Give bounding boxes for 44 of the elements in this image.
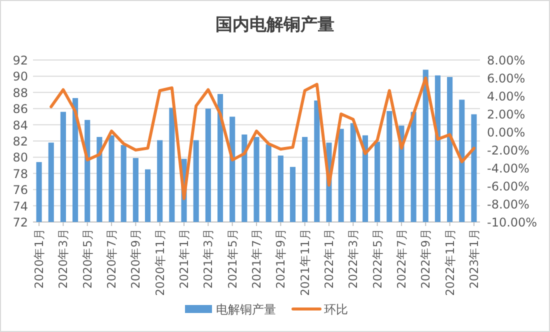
x-tick-label: 2020年9月 [128,228,143,289]
x-tick-label: 2023年1月 [466,228,481,289]
y2-tick-label: -2.00% [487,144,530,158]
x-tick-label: 2022年1月 [322,228,336,289]
y-tick-label: 86 [12,102,28,116]
x-tick-label: 2020年5月 [80,228,94,289]
y2-tick-label: -6.00% [487,180,530,194]
y2-tick-label: 6.00% [487,72,526,86]
y-tick-label: 78 [12,166,28,181]
y-tick-label: 84 [12,118,28,132]
x-tick-label: 2021年3月 [201,228,216,289]
chart-title: 国内电解铜产量 [216,15,334,35]
y-tick-label: 72 [12,216,28,230]
x-tick-label: 2021年7月 [250,228,264,289]
x-tick-label: 2021年9月 [274,228,288,289]
x-tick-label: 2022年3月 [346,228,360,289]
y-tick-label: 82 [12,134,28,148]
y-tick-label: 74 [12,199,28,214]
x-tick-label: 2022年5月 [370,228,384,289]
y2-tick-label: 8.00% [487,54,526,68]
x-tick-label: 2020年11月 [152,228,167,296]
legend-label: 电解铜产量 [216,302,276,316]
y2-tick-label: 4.00% [487,90,526,104]
y2-tick-label: -10.00% [487,216,538,230]
y-tick-label: 92 [12,54,28,68]
y2-tick-label: -8.00% [487,198,530,212]
y-tick-label: 90 [12,70,28,84]
x-tick-label: 2020年3月 [56,228,70,289]
x-tick-label: 2022年11月 [442,228,457,296]
x-tick-label: 2021年5月 [225,228,240,289]
legend-label: 环比 [324,302,348,316]
x-tick-label: 2021年1月 [177,228,192,289]
x-tick-label: 2020年7月 [104,228,119,289]
y2-tick-label: 0.00% [487,126,526,140]
y2-tick-label: -4.00% [487,162,530,176]
y-tick-label: 80 [12,150,28,165]
x-tick-label: 2022年7月 [394,228,408,289]
x-tick-label: 2022年9月 [418,228,433,289]
line-series [50,76,476,200]
y-tick-label: 88 [12,86,28,100]
x-tick-label: 2020年1月 [32,228,46,289]
y2-tick-label: 2.00% [487,108,526,122]
x-tick-label: 2021年11月 [298,228,312,296]
y-tick-label: 76 [12,183,28,198]
